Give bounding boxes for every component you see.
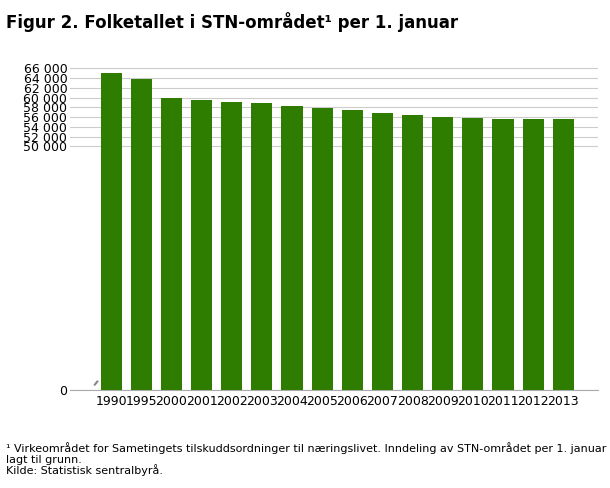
- Bar: [523, 119, 544, 390]
- Text: Figur 2. Folketallet i STN-området¹ per 1. januar: Figur 2. Folketallet i STN-området¹ per …: [6, 12, 458, 32]
- Text: Kilde: Statistisk sentralbyrå.: Kilde: Statistisk sentralbyrå.: [6, 465, 163, 476]
- Text: ¹ Virkeområdet for Sametingets tilskuddsordninger til næringslivet. Inndeling av: ¹ Virkeområdet for Sametingets tilskudds…: [6, 442, 610, 453]
- Bar: [281, 106, 303, 390]
- Bar: [191, 100, 212, 390]
- Bar: [492, 119, 514, 390]
- Bar: [402, 115, 423, 390]
- Bar: [251, 103, 273, 390]
- Bar: [342, 110, 363, 390]
- Bar: [101, 73, 122, 390]
- Bar: [221, 102, 242, 390]
- Bar: [161, 98, 182, 390]
- Bar: [462, 118, 483, 390]
- Bar: [131, 79, 152, 390]
- Bar: [432, 117, 453, 390]
- Bar: [372, 113, 393, 390]
- Bar: [553, 119, 574, 390]
- Bar: [312, 108, 332, 390]
- Text: lagt til grunn.: lagt til grunn.: [6, 455, 82, 465]
